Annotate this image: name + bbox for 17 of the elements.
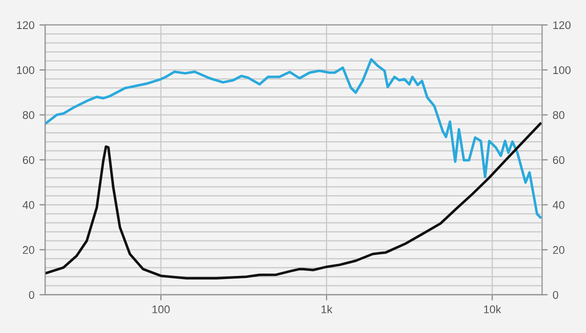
- y2-tick-label: 20: [553, 246, 564, 254]
- y2-tick-label: 0: [552, 290, 558, 299]
- y-tick-label: 100: [17, 66, 34, 74]
- y2-tick-label: 60: [553, 156, 564, 164]
- y2-tick-label: 40: [552, 201, 564, 209]
- x-tick-label: 10k: [484, 305, 502, 314]
- y-tick-label: 120: [17, 21, 34, 30]
- y-tick-label: 60: [22, 156, 34, 164]
- y2-tick-label: 80: [552, 111, 564, 120]
- x-tick-label: 1k: [322, 305, 332, 314]
- y-tick-label: 40: [22, 201, 34, 209]
- x-tick-label: 100: [152, 305, 170, 314]
- y-tick-label: 80: [22, 111, 34, 120]
- y-tick-label: 0: [28, 290, 34, 299]
- y2-tick-label: 100: [553, 66, 571, 74]
- y2-tick-label: 120: [553, 21, 571, 30]
- y-tick-label: 20: [22, 246, 34, 254]
